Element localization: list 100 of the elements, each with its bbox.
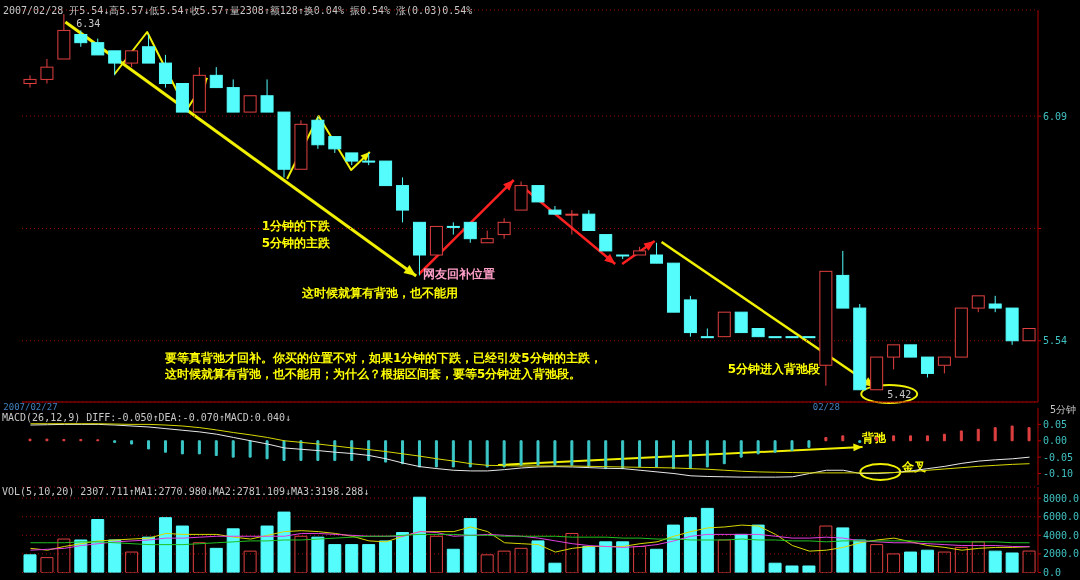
- bar: [582, 545, 596, 573]
- y-tick-label: 5.54: [1043, 335, 1068, 347]
- bar: [688, 440, 692, 470]
- bar: [785, 565, 799, 573]
- chart-subtitle: 2007/02/28 开5.54↓高5.57↓低5.54↑收5.57↑量2308↑额128↑换0.04% 振0.54% 涨(0.03)0.54%: [3, 5, 473, 16]
- bar: [23, 554, 37, 573]
- bar: [260, 525, 274, 573]
- bar: [265, 440, 269, 460]
- y-tick-label: -0.05: [1043, 451, 1074, 463]
- bar: [988, 550, 1002, 573]
- bar: [853, 539, 867, 573]
- bar: [616, 541, 630, 573]
- bar: [396, 532, 410, 573]
- annotation: 要等真背弛才回补。你买的位置不对，如果1分钟的下跌，已经引发5分钟的主跌，: [163, 350, 602, 365]
- bar: [954, 546, 968, 573]
- x-tick-label: 02/28: [812, 402, 840, 412]
- bar: [209, 547, 223, 573]
- bar: [328, 544, 342, 573]
- bar: [147, 440, 151, 450]
- bar: [887, 553, 901, 573]
- bar: [976, 428, 980, 442]
- bar: [345, 544, 359, 573]
- chart-title: VOL(5,10,20) 2307.711↑MA1:2770.980↓MA2:2781.109↓MA3:3198.288↓: [2, 486, 370, 497]
- bar: [277, 511, 291, 573]
- bar: [722, 440, 726, 465]
- y-tick-label: 0.00: [1043, 435, 1068, 447]
- bar: [548, 562, 562, 573]
- bar: [751, 524, 765, 573]
- bar: [362, 544, 376, 573]
- bar: [412, 496, 426, 573]
- bar: [163, 440, 167, 453]
- bar: [875, 436, 879, 442]
- y-tick-label: 8000.0: [1043, 492, 1080, 504]
- bar: [311, 536, 325, 573]
- bar: [468, 440, 472, 468]
- annotation: 1分钟的下跌: [261, 218, 332, 233]
- bar: [451, 440, 455, 468]
- bar: [434, 440, 438, 468]
- bar: [463, 518, 477, 573]
- candlestick: [565, 210, 579, 235]
- bar: [197, 440, 201, 455]
- bar: [158, 517, 172, 573]
- bar: [841, 435, 845, 442]
- bar: [531, 540, 545, 573]
- bar: [214, 440, 218, 457]
- bar: [180, 440, 184, 455]
- annotation: 这时候就算有背弛，也不能用: [300, 285, 458, 300]
- bar: [502, 440, 506, 468]
- bar: [429, 535, 443, 573]
- annotation: 6.34: [76, 18, 101, 29]
- y-tick-label: 2000.0: [1043, 548, 1080, 560]
- bar: [570, 440, 574, 466]
- annotation: 这时候就算有背弛，也不能用；为什么？根据区间套，要等5分钟进入背弛段。: [163, 366, 582, 381]
- line-series: [29, 531, 1031, 551]
- bar: [700, 507, 714, 573]
- bar: [925, 435, 929, 442]
- bar: [231, 440, 235, 458]
- bar: [909, 435, 913, 442]
- bar: [599, 541, 613, 573]
- annotation: 金叉: [900, 459, 926, 474]
- bar: [248, 440, 252, 458]
- bar: [790, 440, 794, 452]
- bar: [655, 440, 659, 468]
- bar: [870, 544, 884, 573]
- bar: [604, 440, 608, 470]
- bar: [57, 538, 71, 573]
- bar: [739, 440, 743, 458]
- bar: [666, 524, 680, 573]
- bar: [650, 548, 664, 573]
- bar: [294, 535, 308, 573]
- y-tick-label: 0.0: [1043, 567, 1062, 579]
- candlestick: [785, 336, 799, 339]
- annotation: 5分钟的主跌: [261, 235, 332, 250]
- bar: [671, 440, 675, 470]
- bar: [91, 519, 105, 573]
- bar: [379, 540, 393, 573]
- candlestick: [768, 336, 782, 339]
- bar: [553, 440, 557, 466]
- bar: [993, 427, 997, 442]
- bar: [1005, 552, 1019, 573]
- bar: [446, 548, 460, 573]
- chart-title: MACD(26,12,9) DIFF:-0.050↑DEA:-0.070↑MACD:0.040↓: [2, 412, 291, 423]
- bar: [920, 549, 934, 573]
- bar: [756, 440, 760, 455]
- y-tick-label: 0.05: [1043, 418, 1068, 430]
- y-tick-label: 4000.0: [1043, 529, 1080, 541]
- line-series: [29, 533, 1031, 546]
- annotation: 5分钟进入背弛段: [727, 361, 822, 376]
- bar: [514, 547, 528, 573]
- bar: [807, 440, 811, 448]
- bar: [519, 440, 523, 466]
- candlestick: [446, 222, 460, 235]
- bar: [226, 528, 240, 573]
- bar: [942, 433, 946, 442]
- bar: [768, 562, 782, 573]
- bar: [536, 440, 540, 466]
- annotation: 背弛: [861, 430, 888, 445]
- y-tick-label: -0.10: [1043, 468, 1074, 480]
- bar: [108, 539, 122, 573]
- bar: [819, 525, 833, 573]
